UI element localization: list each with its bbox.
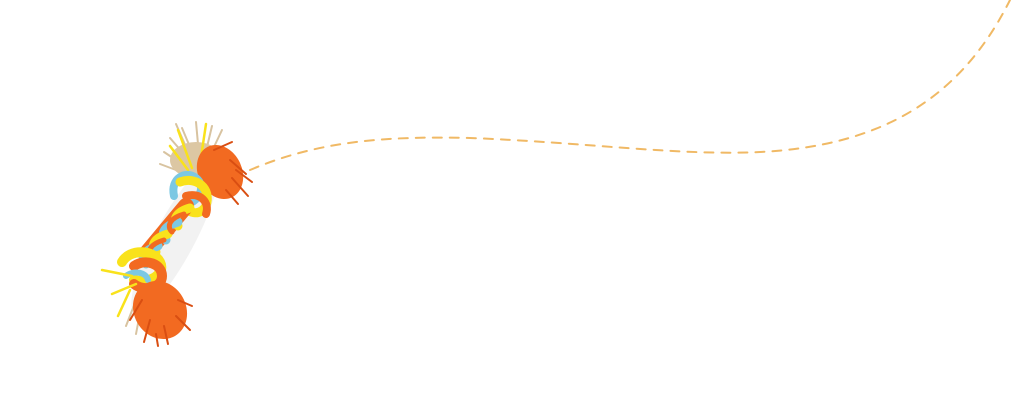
top-orange-tuft [196,141,253,205]
dashed-trail-path [249,0,1011,171]
bottom-orange-tuft [129,280,193,347]
bottom-yellow-strands [100,268,138,318]
top-knot-orange-loop [182,191,211,218]
rope-dog-toy-icon [100,121,253,347]
